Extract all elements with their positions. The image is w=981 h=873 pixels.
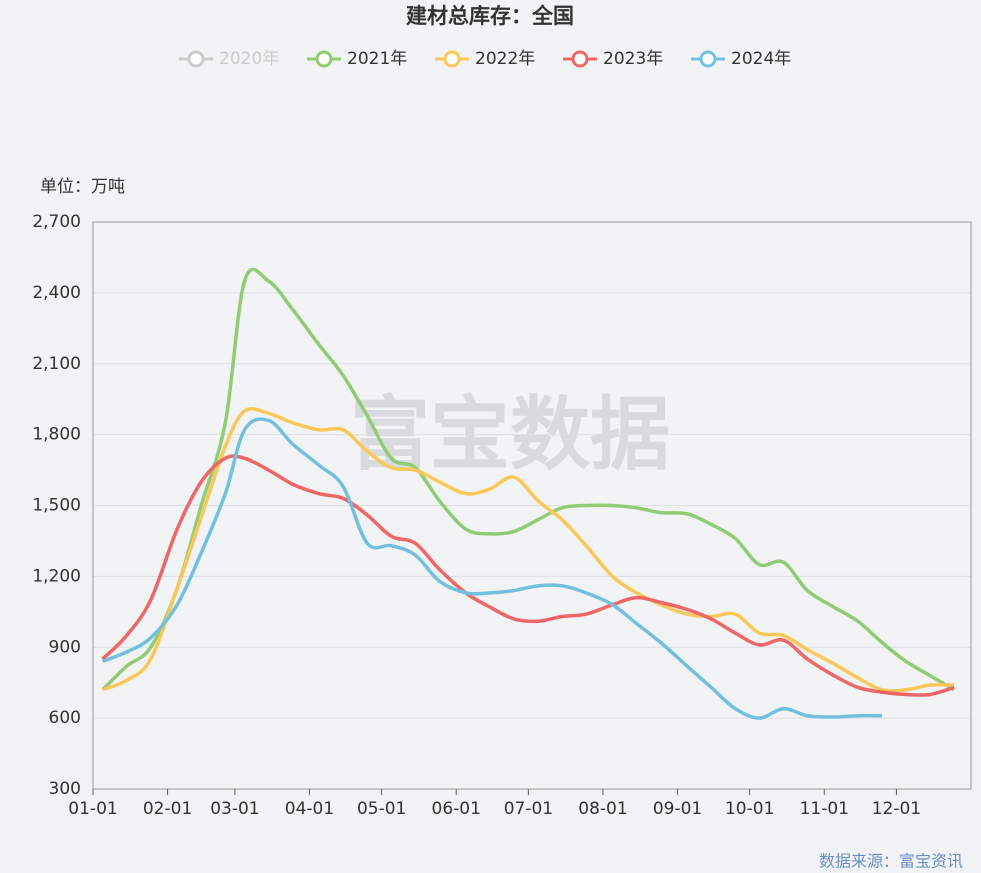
source: 数据来源：富宝资讯 (819, 852, 963, 871)
series-line (101, 454, 955, 697)
legend-item[interactable]: 2022年 (435, 49, 535, 69)
legend-item[interactable]: 2024年 (691, 49, 791, 69)
plot: 300 600 900 1,200 1,500 1,800 2,100 2,400 2,700 0… (32, 212, 972, 819)
series-line (101, 407, 955, 693)
legend-marker (187, 50, 205, 68)
chart-title: 建材总库存：全国 (406, 4, 574, 28)
y-tick-label: 2,100 (32, 354, 81, 374)
x-tick-label: 06-01 (432, 799, 481, 819)
legend-label: 2023年 (603, 49, 663, 69)
x-tick-label: 11-01 (800, 799, 849, 819)
legend-label: 2022年 (475, 49, 535, 69)
legend-item[interactable]: 2023年 (563, 49, 663, 69)
x-tick-label: 02-01 (143, 799, 192, 819)
y-tick-label: 900 (49, 637, 81, 657)
y-tick-label: 1,200 (32, 566, 81, 586)
legend-label: 2021年 (347, 49, 407, 69)
series-line (101, 267, 956, 692)
x-tick-label: 12-01 (872, 799, 921, 819)
y-tick-label: 300 (49, 779, 81, 799)
x-tick-label: 10-01 (725, 799, 774, 819)
x-tick-label: 09-01 (653, 799, 702, 819)
series-line (101, 417, 882, 720)
legend-label: 2020年 (219, 49, 279, 69)
x-tick-label: 01-01 (68, 799, 117, 819)
legend-label: 2024年 (731, 49, 791, 69)
y-tick-label: 2,700 (32, 212, 81, 232)
y-tick-label: 1,800 (32, 425, 81, 445)
legend-item[interactable]: 2020年 (179, 49, 279, 69)
y-tick-label: 2,400 (32, 283, 81, 303)
y-unit-label: 单位：万吨 (40, 177, 125, 197)
legend-marker (571, 50, 589, 68)
y-tick-label: 1,500 (32, 496, 81, 516)
legend-item[interactable]: 2021年 (307, 49, 407, 69)
x-tick-label: 04-01 (285, 799, 334, 819)
x-tick-label: 07-01 (504, 799, 553, 819)
x-tick-label: 03-01 (210, 799, 259, 819)
legend-marker (315, 50, 333, 68)
legend-marker (699, 50, 717, 68)
plot-frame (92, 221, 972, 790)
x-tick-label: 08-01 (578, 799, 627, 819)
legend-marker (443, 50, 461, 68)
y-tick-label: 600 (49, 708, 81, 728)
x-tick-label: 05-01 (357, 799, 406, 819)
